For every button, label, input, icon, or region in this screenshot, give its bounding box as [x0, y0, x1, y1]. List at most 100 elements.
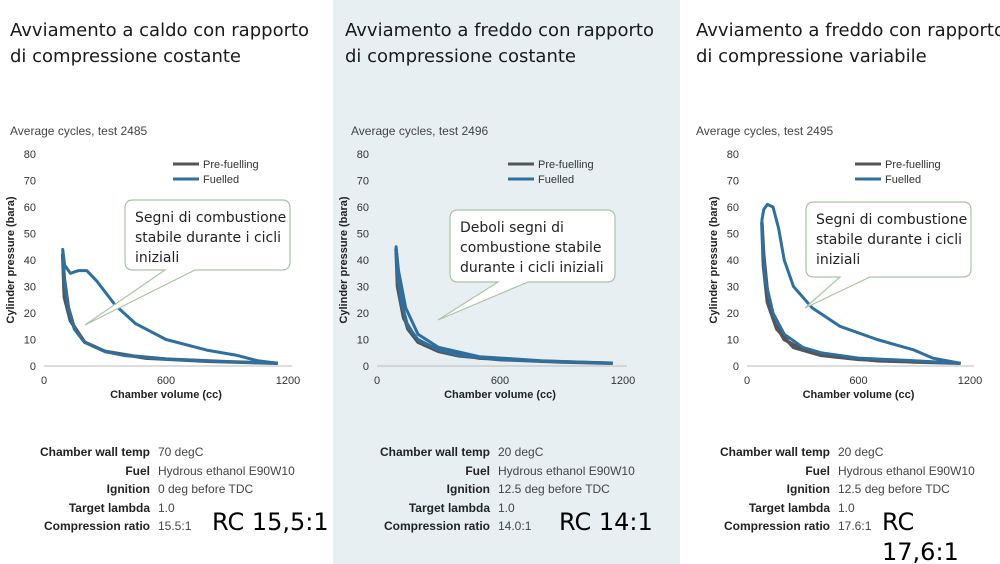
- y-tick-label: 80: [357, 149, 369, 161]
- spec-label: Target lambda: [68, 500, 150, 515]
- spec-table: Chamber wall temp 70 degC Fuel Hydrous etha…: [0, 443, 295, 536]
- callout-text: combustione stabile: [460, 240, 601, 256]
- x-tick-label: 0: [744, 375, 750, 387]
- spec-label: Target lambda: [408, 500, 490, 515]
- pv-chart: 0 10 20 30 40 50 60 70 80 0 600 1200 Chamber volume …: [5, 149, 300, 401]
- spec-table: Chamber wall temp 20 degC Fuel Hydrous etha…: [680, 443, 975, 536]
- chart-subtitle: Average cycles, test 2496: [351, 124, 489, 138]
- spec-value: 20 degC: [498, 445, 544, 459]
- spec-value: 15.5:1: [158, 519, 192, 533]
- spec-label: Compression ratio: [723, 519, 830, 533]
- y-tick-label: 60: [727, 202, 739, 214]
- y-tick-label: 70: [24, 176, 36, 188]
- y-tick-label: 0: [363, 361, 369, 373]
- y-tick-label: 0: [30, 361, 36, 373]
- x-tick-label: 0: [374, 375, 380, 387]
- callout-text: iniziali: [135, 250, 179, 266]
- spec-value: 1.0: [498, 500, 515, 515]
- y-tick-label: 50: [357, 229, 369, 241]
- spec-label: Ignition: [786, 482, 830, 496]
- spec-label: Fuel: [125, 463, 150, 478]
- legend-label: Fuelled: [885, 174, 921, 186]
- x-tick-label: 1200: [611, 375, 635, 387]
- spec-row: Target lambda 1.0: [333, 499, 515, 518]
- y-tick-label: 10: [727, 335, 739, 347]
- spec-row: Compression ratio 15.5:1: [0, 517, 191, 536]
- spec-label: Fuel: [805, 463, 830, 478]
- panel-heading: Avviamento a freddo con rapporto di comp…: [696, 20, 1000, 67]
- panel-hot-start-constant-cr: Avviamento a caldo con rapporto di compr…: [0, 0, 333, 564]
- compression-ratio-label: RC 17,6:1: [880, 507, 1000, 564]
- spec-row: Ignition 12.5 deg before TDC: [333, 480, 610, 499]
- spec-label: Ignition: [106, 482, 150, 496]
- series-line-fuelled: [61, 247, 278, 365]
- panel-cold-start-variable-cr: Avviamento a freddo con rapporto di comp…: [680, 0, 1000, 564]
- x-tick-label: 1200: [958, 375, 982, 387]
- y-axis-label: Cylinder pressure (bara): [338, 196, 350, 323]
- x-tick-label: 0: [41, 375, 47, 387]
- y-tick-label: 30: [727, 282, 739, 294]
- y-tick-label: 20: [24, 308, 36, 320]
- spec-row: Chamber wall temp 20 degC: [333, 443, 543, 462]
- x-tick-label: 600: [157, 375, 175, 387]
- y-tick-label: 10: [357, 335, 369, 347]
- y-tick-label: 80: [727, 149, 739, 161]
- spec-value: Hydrous ethanol E90W10: [158, 463, 295, 478]
- panel-heading: Avviamento a freddo con rapporto di comp…: [345, 20, 654, 67]
- spec-row: Ignition 12.5 deg before TDC: [680, 480, 950, 499]
- spec-label: Target lambda: [748, 500, 830, 515]
- y-tick-label: 60: [357, 202, 369, 214]
- y-tick-label: 0: [733, 361, 739, 373]
- spec-value: 1.0: [158, 500, 175, 515]
- series-line-fuelled: [760, 202, 961, 365]
- spec-value: 14.0:1: [498, 519, 532, 533]
- y-tick-label: 30: [24, 282, 36, 294]
- series-line-fuelled: [394, 245, 613, 365]
- legend-label: Pre-fuelling: [885, 159, 941, 171]
- y-axis-label: Cylinder pressure (bara): [708, 196, 720, 323]
- y-tick-label: 70: [357, 176, 369, 188]
- spec-value: 1.0: [838, 500, 855, 515]
- x-axis-label: Chamber volume (cc): [803, 389, 915, 401]
- x-tick-label: 600: [849, 375, 867, 387]
- callout-text: stabile durante i cicli: [816, 232, 962, 248]
- callout-bubble: Segni di combustione stabile durante i ci…: [84, 199, 291, 326]
- legend-label: Fuelled: [203, 174, 239, 186]
- spec-row: Compression ratio 17.6:1: [680, 517, 871, 536]
- chart-subtitle: Average cycles, test 2485: [10, 124, 148, 138]
- spec-label: Fuel: [465, 463, 490, 478]
- compression-ratio-label: RC 14:1: [557, 507, 655, 537]
- spec-value: 17.6:1: [838, 519, 872, 533]
- spec-value: Hydrous ethanol E90W10: [838, 463, 975, 478]
- callout-text: durante i cicli iniziali: [460, 260, 604, 276]
- spec-value: 70 degC: [158, 445, 204, 459]
- y-tick-label: 80: [24, 149, 36, 161]
- y-axis-label: Cylinder pressure (bara): [5, 196, 17, 323]
- spec-label: Chamber wall temp: [379, 445, 490, 459]
- spec-row: Fuel Hydrous ethanol E90W10: [0, 462, 294, 481]
- panel-cold-start-constant-cr: Avviamento a freddo con rapporto di comp…: [333, 0, 680, 564]
- spec-value: 0 deg before TDC: [158, 482, 254, 496]
- x-tick-label: 600: [491, 375, 509, 387]
- callout-bubble: Segni di combustione stabile durante i ci…: [804, 201, 972, 309]
- spec-label: Chamber wall temp: [39, 445, 150, 459]
- spec-value: 12.5 deg before TDC: [498, 482, 610, 496]
- y-tick-label: 20: [727, 308, 739, 320]
- spec-table: Chamber wall temp 20 degC Fuel Hydrous etha…: [333, 443, 635, 536]
- y-tick-label: 70: [727, 176, 739, 188]
- y-tick-label: 10: [24, 335, 36, 347]
- legend-label: Fuelled: [538, 174, 574, 186]
- spec-label: Chamber wall temp: [719, 445, 830, 459]
- y-tick-label: 50: [24, 229, 36, 241]
- callout-text: stabile durante i cicli: [135, 230, 281, 246]
- spec-value: 20 degC: [838, 445, 884, 459]
- spec-row: Ignition 0 deg before TDC: [0, 480, 254, 499]
- y-tick-label: 40: [357, 255, 369, 267]
- chart-subtitle: Average cycles, test 2495: [696, 124, 834, 138]
- pv-chart: 0 10 20 30 40 50 60 70 80 0 600 1200 Chamber volume …: [708, 149, 982, 401]
- spec-value: 12.5 deg before TDC: [838, 482, 950, 496]
- callout-text: Segni di combustione: [816, 212, 967, 228]
- compression-ratio-label: RC 15,5:1: [210, 507, 331, 537]
- x-axis-label: Chamber volume (cc): [110, 389, 222, 401]
- spec-row: Chamber wall temp 20 degC: [680, 443, 883, 462]
